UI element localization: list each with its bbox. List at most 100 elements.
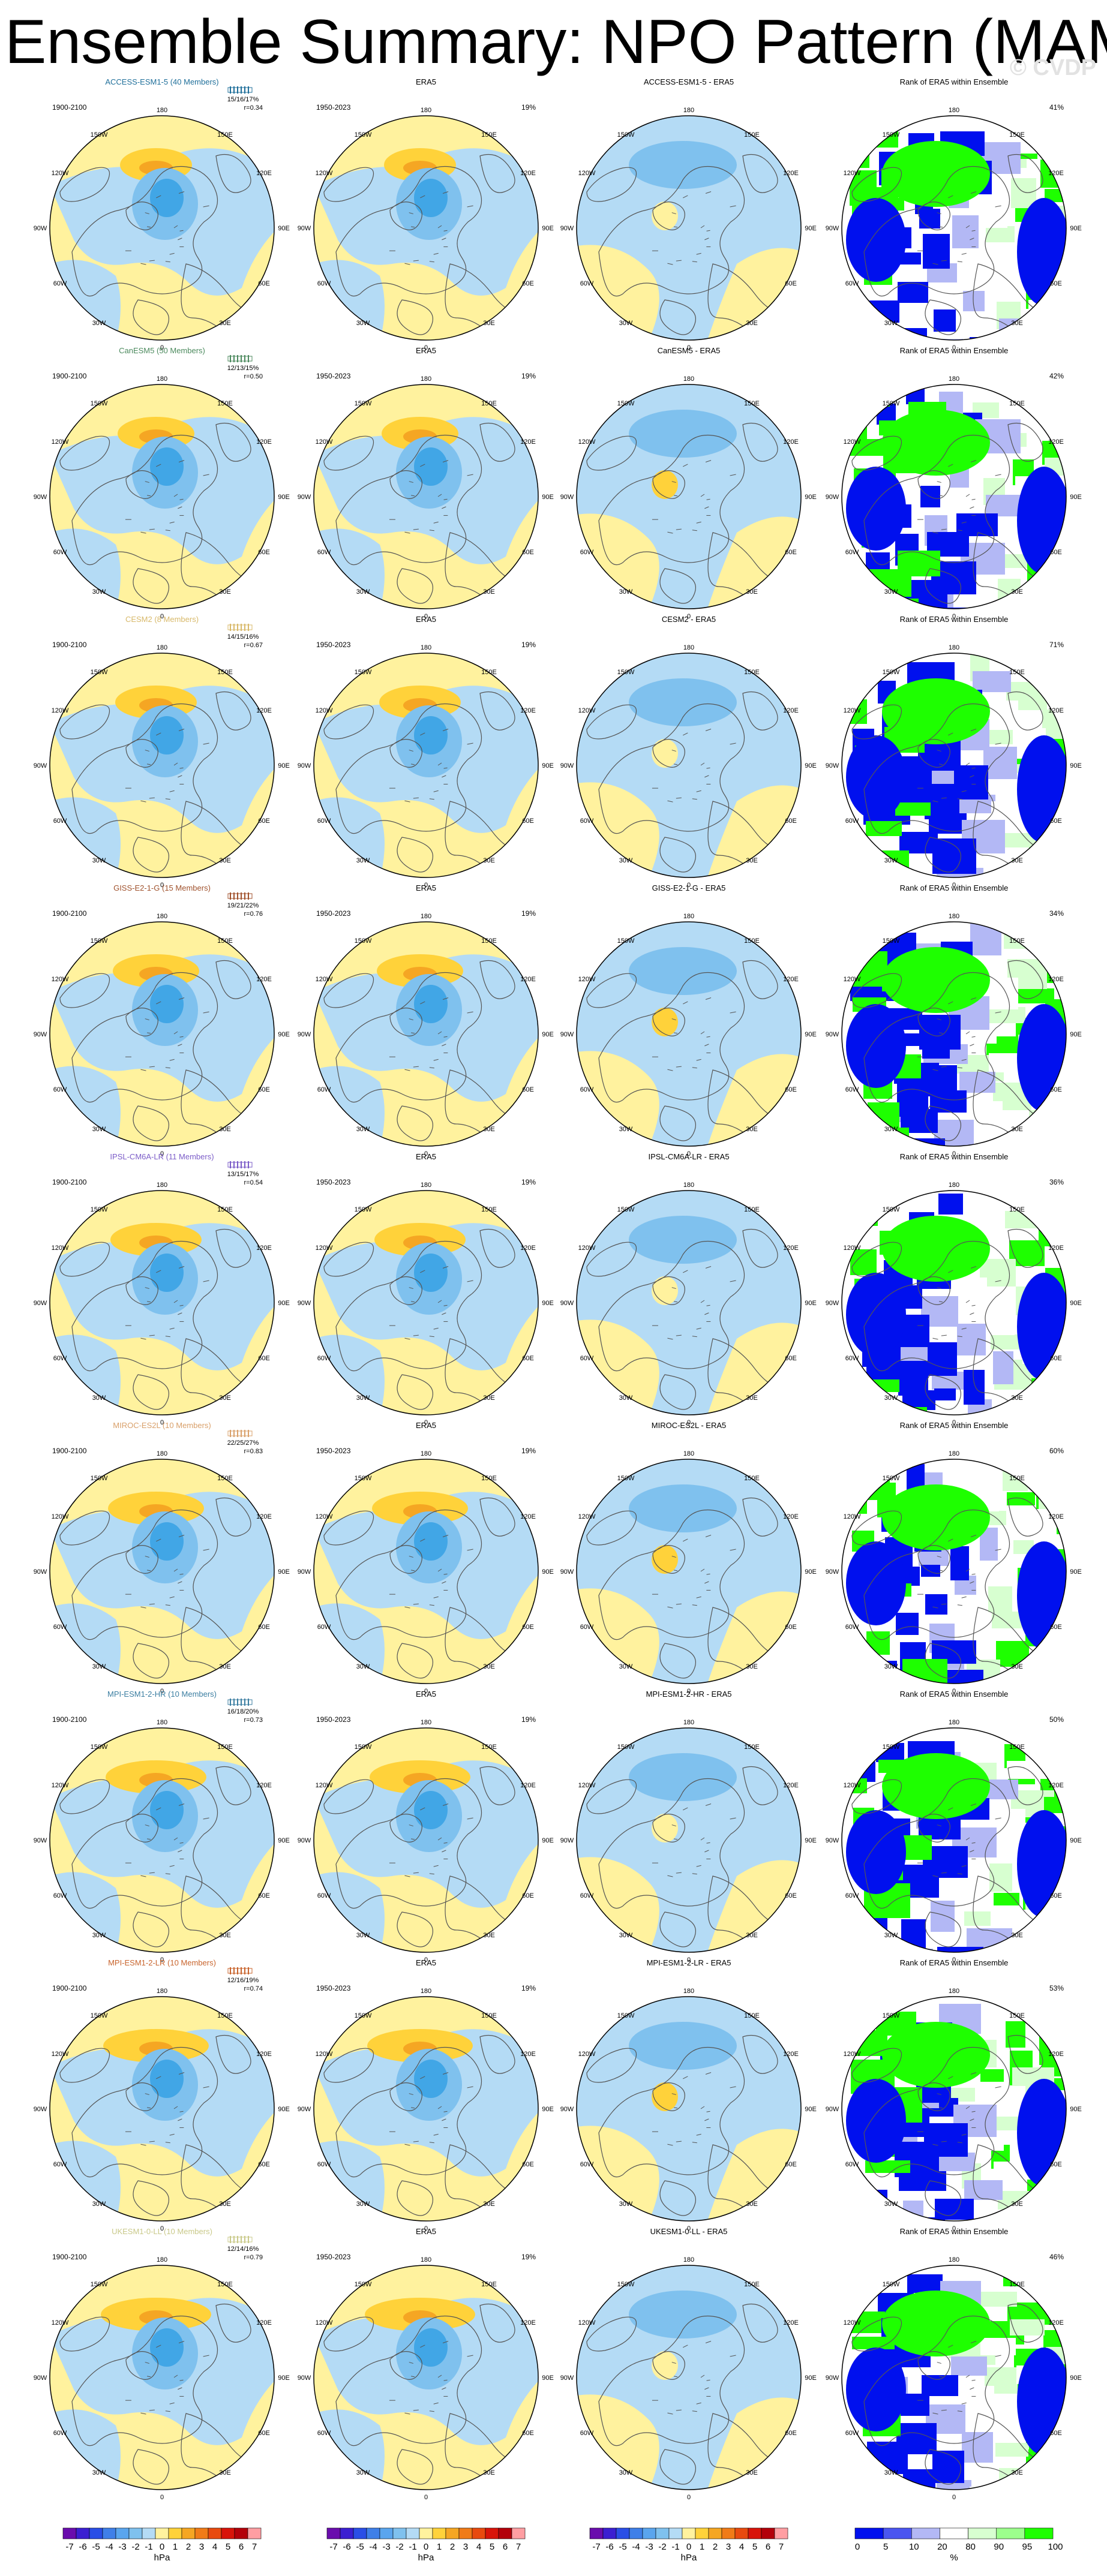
map-label-upper_left_1: 150W bbox=[883, 1475, 900, 1482]
map-label-upper_left_2: 120W bbox=[316, 2051, 333, 2058]
panel-pct: 42% bbox=[1049, 372, 1064, 380]
map-label-left: 90W bbox=[560, 2374, 574, 2382]
panel-period: 1900-2100 bbox=[52, 1178, 87, 1186]
map-label-left: 90W bbox=[826, 2374, 839, 2382]
map-label-left: 90W bbox=[34, 762, 47, 770]
map-label-upper_right_2: 120E bbox=[783, 1782, 799, 1789]
map-label-upper_left_2: 120W bbox=[578, 2051, 596, 2058]
panel-stats: 22/25/27% bbox=[227, 1439, 259, 1447]
map-label-upper_right_1: 150E bbox=[1009, 2281, 1025, 2288]
colorbar-swatch bbox=[221, 2527, 235, 2539]
map-label-upper_left_2: 120W bbox=[316, 1782, 333, 1789]
map-label-upper_right_1: 150E bbox=[744, 937, 760, 945]
map-label-upper_right_2: 120E bbox=[256, 1782, 272, 1789]
map-label-left: 90W bbox=[34, 225, 47, 232]
map-label-top: 180 bbox=[157, 1988, 167, 1995]
colorbar-swatch bbox=[340, 2527, 354, 2539]
colorbar-tick: 0 bbox=[855, 2542, 860, 2552]
map-label-upper_right_1: 150E bbox=[744, 400, 760, 407]
map-label-left: 90W bbox=[34, 2374, 47, 2382]
panel-stats: 12/14/16% bbox=[227, 2246, 259, 2253]
map-label-lower_right_2: 30E bbox=[219, 2201, 231, 2208]
map-label-bottom: 0 bbox=[687, 2494, 691, 2501]
map-label-bottom: 0 bbox=[952, 344, 956, 351]
colorbar-tick: 7 bbox=[516, 2542, 521, 2552]
map-label-right: 90E bbox=[805, 1568, 817, 1576]
map-label-upper_right_2: 120E bbox=[1048, 707, 1064, 714]
map-label-left: 90W bbox=[560, 1300, 574, 1307]
inset-range-bar bbox=[227, 624, 253, 631]
map-label-upper_right_1: 150E bbox=[481, 937, 497, 945]
map-label-top: 180 bbox=[683, 1182, 694, 1189]
colorbar-swatch bbox=[155, 2527, 169, 2539]
map-label-upper_left_1: 150W bbox=[617, 2281, 635, 2288]
map-panel-mean-2: 180 0 90W 90E 150W 120W 150E 120E 60W 30W 60E 30E Ca… bbox=[34, 346, 290, 620]
colorbar-tick: 2 bbox=[186, 2542, 191, 2552]
map-label-left: 90W bbox=[826, 494, 839, 501]
map-label-upper_right_1: 150E bbox=[217, 937, 233, 945]
map-label-lower_left_2: 30W bbox=[356, 320, 370, 327]
map-label-lower_right_2: 30E bbox=[746, 1932, 758, 1939]
colorbar-swatch bbox=[353, 2527, 367, 2539]
map-label-upper_left_2: 120W bbox=[52, 438, 69, 446]
map-label-lower_right_1: 60E bbox=[785, 549, 797, 556]
map-label-bottom: 0 bbox=[160, 613, 164, 620]
map-label-lower_left_1: 60W bbox=[580, 1086, 594, 1093]
panel-title-obs: ERA5 bbox=[416, 1958, 436, 1967]
colorbar-swatch bbox=[247, 2527, 262, 2539]
map-label-right: 90E bbox=[805, 225, 817, 232]
panel-corr: r=0.67 bbox=[244, 642, 263, 649]
colorbar-tick: -6 bbox=[79, 2542, 86, 2552]
map-label-lower_right_1: 60E bbox=[258, 1086, 270, 1093]
map-label-lower_right_2: 30E bbox=[746, 320, 758, 327]
panel-title-obs: ERA5 bbox=[416, 883, 436, 892]
map-panel-mean-7: 180 0 90W 90E 150W 120W 150E 120E 60W 30W 60E 30E MP… bbox=[34, 1690, 290, 1964]
colorbar-hpa-2: -7 -6 -5 -4 -3 -2 -1 0 1 2 3 4 5 6 7 hPa bbox=[326, 2527, 526, 2563]
colorbar-swatch bbox=[62, 2527, 77, 2539]
colorbar-swatch bbox=[1024, 2527, 1054, 2539]
map-label-upper_left_1: 150W bbox=[617, 1744, 635, 1751]
map-label-lower_right_2: 30E bbox=[1011, 1663, 1023, 1670]
map-label-right: 90E bbox=[278, 762, 290, 770]
map-label-lower_right_1: 60E bbox=[785, 1086, 797, 1093]
inset-range-bar bbox=[227, 1967, 253, 1974]
map-label-lower_left_1: 60W bbox=[53, 280, 67, 287]
map-label-upper_left_2: 120W bbox=[578, 976, 596, 983]
map-panel-obs-3: 180 0 90W 90E 150W 120W 150E 120E 60W 30W 60E 30E ER… bbox=[298, 615, 554, 889]
map-label-lower_left_2: 30W bbox=[356, 1126, 370, 1133]
map-label-lower_left_2: 30W bbox=[884, 1394, 898, 1402]
panel-period: 1900-2100 bbox=[52, 2253, 87, 2261]
map-label-upper_right_1: 150E bbox=[217, 131, 233, 139]
map-label-lower_left_1: 60W bbox=[317, 2430, 331, 2437]
panel-corr: r=0.83 bbox=[244, 1448, 263, 1455]
colorbar-tick: -2 bbox=[395, 2542, 403, 2552]
map-label-lower_left_1: 60W bbox=[317, 549, 331, 556]
map-label-left: 90W bbox=[34, 1568, 47, 1576]
map-label-upper_left_1: 150W bbox=[883, 400, 900, 407]
colorbar-tick: -1 bbox=[671, 2542, 679, 2552]
map-label-lower_left_2: 30W bbox=[92, 1126, 106, 1133]
panel-pct: 19% bbox=[521, 1715, 536, 1724]
map-label-lower_right_2: 30E bbox=[483, 857, 495, 864]
map-label-bottom: 0 bbox=[424, 344, 428, 351]
map-label-bottom: 0 bbox=[424, 1419, 428, 1426]
map-label-upper_right_1: 150E bbox=[217, 400, 233, 407]
map-label-lower_left_2: 30W bbox=[356, 2469, 370, 2476]
map-label-top: 180 bbox=[683, 1988, 694, 1995]
panel-title-obs: ERA5 bbox=[416, 2227, 436, 2236]
map-label-upper_right_2: 120E bbox=[1048, 438, 1064, 446]
map-label-bottom: 0 bbox=[160, 1688, 164, 1695]
map-label-top: 180 bbox=[157, 1719, 167, 1726]
map-label-lower_left_2: 30W bbox=[356, 1932, 370, 1939]
map-label-top: 180 bbox=[949, 913, 959, 920]
map-label-lower_left_2: 30W bbox=[619, 320, 633, 327]
panel-pct: 19% bbox=[521, 909, 536, 918]
map-label-lower_left_1: 60W bbox=[53, 817, 67, 825]
map-label-upper_left_1: 150W bbox=[883, 937, 900, 945]
map-label-bottom: 0 bbox=[424, 1956, 428, 1964]
map-label-upper_right_1: 150E bbox=[744, 2281, 760, 2288]
panel-corr: r=0.74 bbox=[244, 1985, 263, 1992]
panel-title-diff: UKESM1-0-LL - ERA5 bbox=[650, 2227, 728, 2236]
